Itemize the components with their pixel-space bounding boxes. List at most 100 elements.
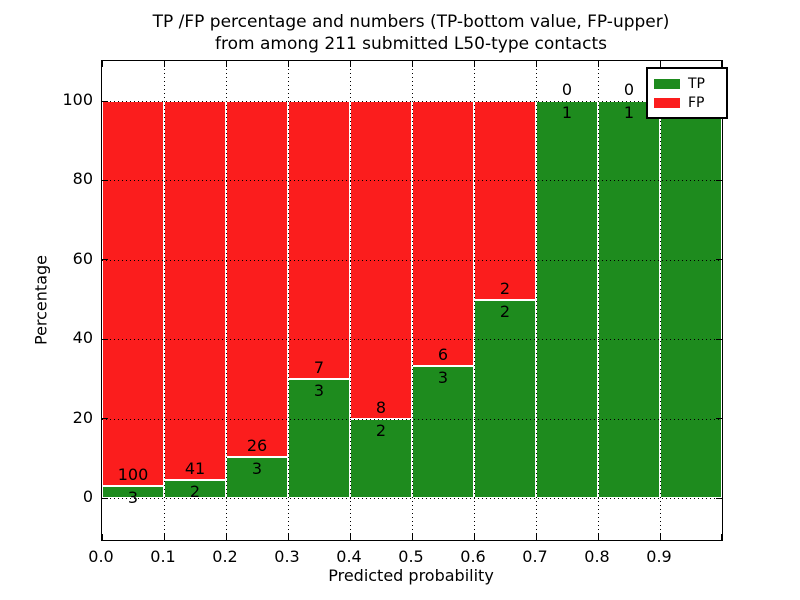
bar-segment-fp [288,101,350,379]
y-tick-label: 20 [72,407,93,427]
bar-segment-fp [164,101,226,480]
bar-segment-tp [412,365,474,498]
fp-count-label: 100 [117,465,149,485]
fp-count-label: 41 [184,458,206,478]
gridline-v [349,61,351,540]
x-tick-label: 0.4 [336,547,362,566]
fp-count-label: 7 [313,357,325,377]
tp-count-label: 3 [251,458,263,478]
legend-swatch-fp [654,97,680,108]
x-tick-mark [535,534,537,540]
x-tick-mark [473,61,475,67]
gridline-v [473,61,475,540]
x-tick-mark [102,534,103,540]
legend-entry: FP [654,93,720,112]
gridline-v [659,61,661,540]
gridline-h [102,498,722,499]
gridline-v [287,61,289,540]
tp-count-label: 1 [561,103,573,122]
x-tick-mark [721,534,722,540]
fp-count-label: 8 [375,397,387,417]
x-tick-label: 0.0 [88,547,114,566]
x-tick-label: 0.6 [460,547,486,566]
gridline-h [102,339,722,341]
fp-count-label: 26 [246,435,268,455]
y-tick-mark [102,418,108,420]
gridline-v [535,61,537,540]
y-tick-mark [102,100,108,102]
legend-entry: TP [654,74,720,93]
bar-segment-fp [226,101,288,457]
x-tick-label: 0.9 [646,547,672,566]
bar-segment-fp [474,101,536,300]
chart-title: TP /FP percentage and numbers (TP-bottom… [101,11,721,55]
y-tick-mark [716,497,722,499]
x-tick-mark [287,534,289,540]
x-tick-label: 0.1 [150,547,176,566]
y-tick-label: 40 [72,328,93,348]
legend: TP FP [646,67,728,119]
x-tick-mark [163,534,165,540]
y-tick-mark [716,418,722,420]
x-tick-mark [473,534,475,540]
x-tick-mark [225,61,227,67]
x-tick-label: 0.3 [274,547,300,566]
x-tick-mark [721,61,722,67]
gridline-v [597,61,599,540]
x-axis-label: Predicted probability [328,566,494,585]
bar-segment-tp [474,299,536,498]
gridline-h [102,101,722,102]
y-tick-mark [102,338,108,340]
x-tick-label: 0.8 [584,547,610,566]
x-tick-mark [225,534,227,540]
y-tick-mark [716,338,722,340]
x-tick-mark [349,534,351,540]
fp-count-label: 6 [437,344,449,364]
x-tick-mark [287,61,289,67]
x-tick-mark [163,61,165,67]
bar-segment-tp [536,101,598,498]
x-tick-mark [659,61,661,67]
tp-count-label: 2 [189,481,201,501]
gridline-h [102,180,722,182]
x-tick-mark [411,61,413,67]
tp-count-label: 2 [499,301,511,321]
bar-segment-fp [412,101,474,366]
y-tick-label: 100 [62,90,93,109]
y-tick-mark [102,497,108,499]
gridline-v [411,61,413,540]
legend-swatch-tp [654,78,680,89]
tp-count-label: 2 [375,420,387,440]
gridline-v [163,61,165,540]
bar-segment-tp [226,456,288,498]
x-tick-mark [659,534,661,540]
y-tick-label: 60 [72,248,93,268]
y-tick-mark [716,179,722,181]
y-tick-mark [102,179,108,181]
x-tick-label: 0.7 [522,547,548,566]
fp-count-label: 0 [623,80,635,99]
tp-count-label: 3 [127,488,139,508]
x-tick-mark [411,534,413,540]
fp-count-label: 2 [499,278,511,298]
gridline-h [102,418,722,420]
tp-count-label: 3 [437,367,449,387]
tp-count-label: 3 [313,380,325,400]
fp-count-label: 0 [561,80,573,99]
bar-segment-tp [598,101,660,498]
x-tick-mark [102,61,103,67]
y-tick-label: 80 [72,169,93,189]
y-tick-label: 0 [82,487,93,506]
gridline-v [225,61,227,540]
y-tick-mark [716,259,722,261]
legend-label: TP [688,75,705,92]
bar-segment-tp [660,101,722,498]
tp-count-label: 1 [623,103,635,122]
chart-title-line1: TP /FP percentage and numbers (TP-bottom… [152,12,670,32]
x-tick-mark [597,534,599,540]
chart-title-line2: from among 211 submitted L50-type contac… [215,34,607,54]
bar-segment-fp [102,101,164,487]
x-tick-mark [597,61,599,67]
